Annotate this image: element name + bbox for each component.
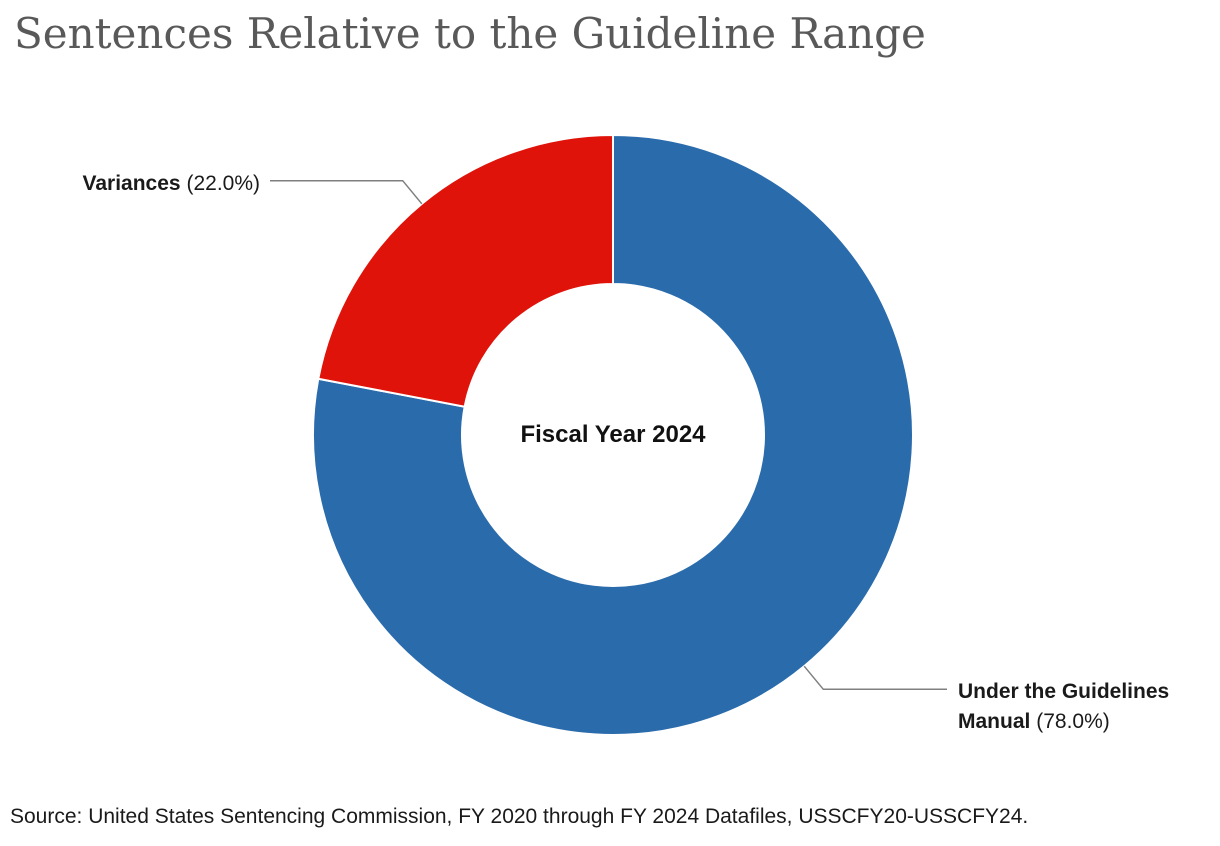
leader-line-under-the-guidelines-manual xyxy=(803,665,947,691)
leader-line-variances xyxy=(270,179,423,205)
under-guidelines-label-name-line1: Under the Guidelines xyxy=(958,680,1170,703)
source-note: Source: United States Sentencing Commiss… xyxy=(10,805,1029,828)
under-guidelines-label-line1: Under the Guidelines xyxy=(958,677,1169,707)
callout-label-under-guidelines: Under the Guidelines Manual (78.0%) xyxy=(958,677,1169,737)
under-guidelines-label-name-line2: Manual xyxy=(958,710,1031,733)
under-guidelines-label-line2: Manual (78.0%) xyxy=(958,707,1169,737)
variances-label-pct: (22.0%) xyxy=(186,172,260,195)
donut-center-label: Fiscal Year 2024 xyxy=(520,421,706,448)
donut-slice-variances[interactable] xyxy=(317,133,614,408)
under-guidelines-label-pct: (78.0%) xyxy=(1036,710,1110,733)
callout-label-variances: Variances (22.0%) xyxy=(83,169,261,199)
chart-title: Sentences Relative to the Guideline Rang… xyxy=(14,9,926,58)
variances-label-name: Variances xyxy=(82,172,181,195)
donut-slice-under-the-guidelines-manual[interactable] xyxy=(311,133,914,736)
